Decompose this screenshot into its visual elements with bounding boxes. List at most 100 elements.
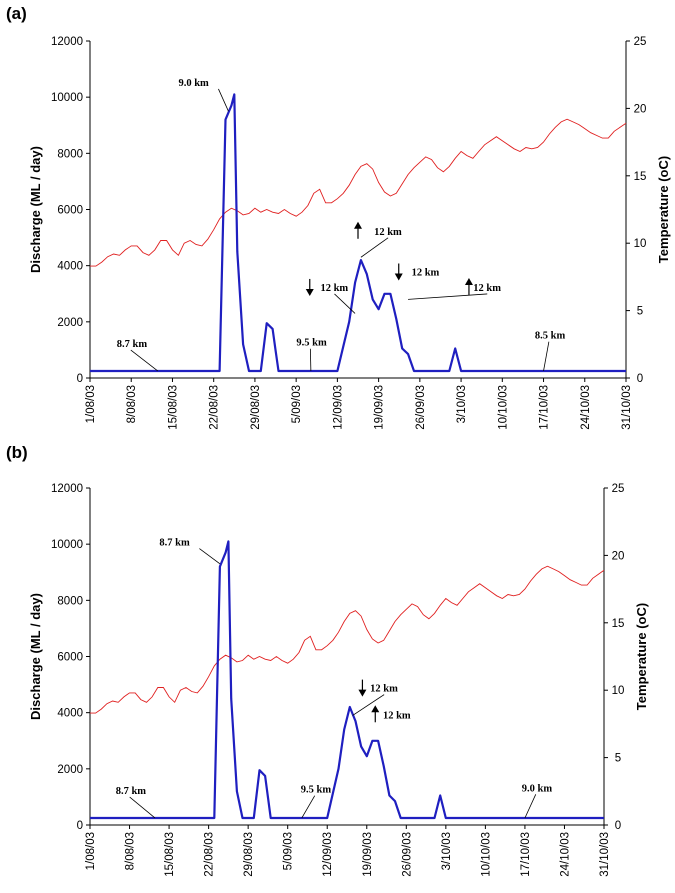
x-tick-label: 22/08/03 bbox=[204, 832, 216, 877]
distance-annotation: 12 km bbox=[473, 283, 501, 294]
distance-annotation: 8.7 km bbox=[159, 538, 190, 549]
left-tick-label: 12000 bbox=[51, 36, 83, 48]
x-tick-label: 5/09/03 bbox=[291, 385, 303, 423]
x-tick-label: 3/10/03 bbox=[441, 832, 453, 870]
up-arrow-icon bbox=[464, 277, 473, 295]
left-tick-label: 0 bbox=[77, 373, 83, 385]
right-tick-label: 5 bbox=[615, 753, 621, 765]
arrow-head bbox=[358, 689, 367, 697]
x-tick-label: 19/09/03 bbox=[362, 832, 374, 877]
panel-label: (a) bbox=[6, 4, 27, 23]
x-tick-label: 10/10/03 bbox=[497, 385, 509, 430]
arrow-head bbox=[305, 288, 314, 296]
arrow-head bbox=[394, 273, 403, 281]
left-tick-label: 4000 bbox=[57, 708, 83, 720]
x-tick-label: 8/08/03 bbox=[125, 832, 137, 870]
x-tick-label: 15/08/03 bbox=[167, 385, 179, 430]
distance-annotation: 8.5 km bbox=[535, 331, 566, 342]
annotation-leader-line bbox=[334, 293, 356, 314]
right-tick-label: 15 bbox=[612, 618, 625, 630]
x-tick-label: 22/08/03 bbox=[209, 385, 221, 430]
distance-annotation: 9.5 km bbox=[301, 785, 332, 796]
arrow-head bbox=[354, 221, 362, 229]
x-tick-label: 24/10/03 bbox=[559, 832, 571, 877]
distance-annotation: 9.0 km bbox=[178, 78, 209, 89]
left-tick-label: 10000 bbox=[51, 92, 83, 104]
annotation-leader-line bbox=[360, 237, 389, 258]
y-axis-title-left: Discharge (ML / day) bbox=[28, 593, 43, 720]
right-tick-label: 15 bbox=[634, 171, 647, 183]
x-tick-label: 24/10/03 bbox=[580, 385, 592, 430]
annotation-leader-line bbox=[199, 548, 221, 565]
left-tick-label: 10000 bbox=[51, 539, 83, 551]
annotation-leader-line bbox=[301, 795, 316, 819]
x-tick-label: 8/08/03 bbox=[126, 385, 138, 423]
left-tick-label: 0 bbox=[77, 820, 83, 832]
x-tick-label: 1/08/03 bbox=[85, 385, 97, 423]
x-tick-label: 15/08/03 bbox=[164, 832, 176, 877]
x-tick-label: 31/10/03 bbox=[599, 832, 611, 877]
left-tick-label: 8000 bbox=[57, 595, 83, 607]
x-tick-label: 3/10/03 bbox=[456, 385, 468, 423]
temperature-series-line bbox=[90, 565, 605, 714]
discharge-series-line bbox=[90, 540, 604, 820]
left-tick-label: 8000 bbox=[57, 148, 83, 160]
x-tick-label: 10/10/03 bbox=[480, 832, 492, 877]
y-axis-title-left: Discharge (ML / day) bbox=[28, 146, 43, 273]
annotation-leader-line bbox=[129, 796, 156, 819]
left-tick-label: 2000 bbox=[57, 764, 83, 776]
distance-annotation: 12 km bbox=[320, 283, 348, 294]
right-tick-label: 0 bbox=[637, 373, 643, 385]
discharge-series-line bbox=[90, 93, 626, 373]
annotation-leader-line bbox=[218, 88, 229, 112]
annotation-leader-line bbox=[524, 794, 537, 819]
right-tick-label: 10 bbox=[612, 685, 625, 697]
left-tick-label: 6000 bbox=[57, 652, 83, 664]
arrow-head bbox=[371, 705, 380, 713]
x-tick-label: 17/10/03 bbox=[520, 832, 532, 877]
right-tick-label: 20 bbox=[612, 550, 625, 562]
up-arrow-icon bbox=[354, 221, 362, 239]
down-arrow-icon bbox=[305, 278, 314, 296]
x-tick-label: 19/09/03 bbox=[374, 385, 386, 430]
right-tick-label: 0 bbox=[615, 820, 621, 832]
right-tick-label: 20 bbox=[634, 103, 647, 115]
x-tick-label: 26/09/03 bbox=[415, 385, 427, 430]
right-tick-label: 10 bbox=[634, 238, 647, 250]
x-tick-label: 1/08/03 bbox=[85, 832, 97, 870]
y-axis-title-right: Temperature (oC) bbox=[634, 603, 649, 710]
right-tick-label: 5 bbox=[637, 306, 643, 318]
down-arrow-icon bbox=[358, 679, 367, 697]
chart-panel-b: (b) 0 2000 4000 6000 8000 10000 12000 0 5 10 15 20 25… bbox=[6, 443, 649, 877]
arrow-head bbox=[464, 277, 473, 285]
annotation-leader-line bbox=[352, 694, 385, 716]
y-axis-title-right: Temperature (oC) bbox=[656, 156, 671, 263]
distance-annotation: 9.5 km bbox=[296, 338, 327, 349]
distance-annotation: 9.0 km bbox=[522, 783, 553, 794]
x-tick-label: 26/09/03 bbox=[401, 832, 413, 877]
down-arrow-icon bbox=[394, 263, 403, 281]
distance-annotation: 8.7 km bbox=[117, 339, 148, 350]
x-tick-label: 12/09/03 bbox=[332, 385, 344, 430]
distance-annotation: 12 km bbox=[412, 267, 440, 278]
distance-annotation: 12 km bbox=[370, 684, 398, 695]
distance-annotation: 12 km bbox=[374, 227, 402, 238]
distance-annotation: 12 km bbox=[383, 710, 411, 721]
annotation-leader-line bbox=[543, 341, 550, 372]
x-tick-label: 29/08/03 bbox=[250, 385, 262, 430]
temperature-series-line bbox=[90, 118, 627, 267]
right-tick-label: 25 bbox=[634, 36, 647, 48]
up-arrow-icon bbox=[371, 705, 380, 723]
annotation-leader-line bbox=[309, 348, 312, 371]
x-tick-label: 5/09/03 bbox=[283, 832, 295, 870]
left-tick-label: 6000 bbox=[57, 205, 83, 217]
distance-annotation: 8.7 km bbox=[116, 786, 147, 797]
left-tick-label: 2000 bbox=[57, 317, 83, 329]
annotation-leader-line bbox=[130, 349, 158, 372]
left-tick-label: 12000 bbox=[51, 483, 83, 495]
x-tick-label: 31/10/03 bbox=[621, 385, 633, 430]
annotation-leader-line bbox=[408, 293, 488, 300]
left-tick-label: 4000 bbox=[57, 261, 83, 273]
chart-panel-a: (a) 0 2000 4000 6000 8000 10000 12000 0 5 10 15 20 25… bbox=[6, 4, 671, 430]
